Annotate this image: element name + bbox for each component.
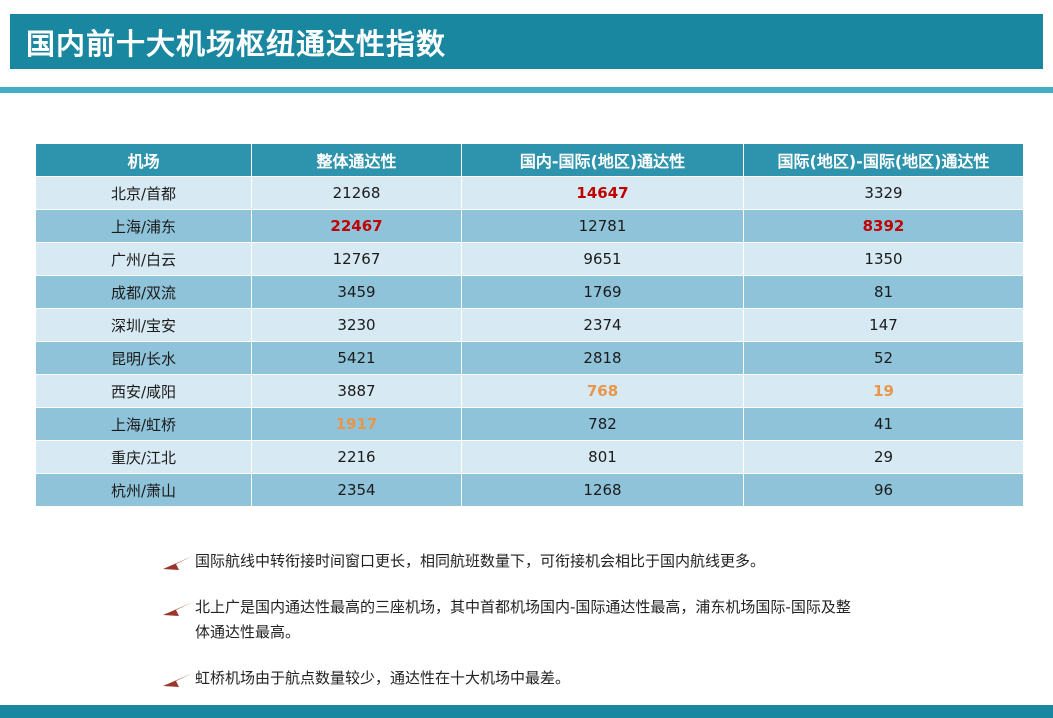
value-cell: 12781 — [461, 209, 744, 243]
airport-name-cell: 重庆/江北 — [35, 440, 252, 474]
table-body: 北京/首都 21268 14647 3329 上海/浦东 22467 12781 8392 广州… — [35, 176, 1024, 507]
bullet-text: 国际航线中转衔接时间窗口更长，相同航班数量下，可衔接机会相比于国内航线更多。 — [195, 552, 766, 570]
value-cell: 19 — [743, 374, 1024, 408]
value-cell: 8392 — [743, 209, 1024, 243]
airport-name-cell: 昆明/长水 — [35, 341, 252, 375]
value-cell: 2374 — [461, 308, 744, 342]
value-cell: 41 — [743, 407, 1024, 441]
value-cell: 1350 — [743, 242, 1024, 276]
table-row: 杭州/萧山 2354 1268 96 — [35, 473, 1024, 507]
value-cell: 2354 — [251, 473, 462, 507]
value-cell: 147 — [743, 308, 1024, 342]
value-cell: 768 — [461, 374, 744, 408]
connectivity-table: 机场 整体通达性 国内-国际(地区)通达性 国际(地区)-国际(地区)通达性 北京/首… — [35, 143, 1024, 507]
table-row: 上海/浦东 22467 12781 8392 — [35, 209, 1024, 243]
value-cell: 1268 — [461, 473, 744, 507]
value-cell: 3459 — [251, 275, 462, 309]
table-row: 重庆/江北 2216 801 29 — [35, 440, 1024, 474]
table-header-cell: 整体通达性 — [251, 143, 462, 177]
value-cell: 14647 — [461, 176, 744, 210]
table-row: 广州/白云 12767 9651 1350 — [35, 242, 1024, 276]
value-cell: 2818 — [461, 341, 744, 375]
value-cell: 1769 — [461, 275, 744, 309]
airport-name-cell: 广州/白云 — [35, 242, 252, 276]
value-cell: 1917 — [251, 407, 462, 441]
arrow-icon — [163, 600, 195, 618]
airport-name-cell: 西安/咸阳 — [35, 374, 252, 408]
table-header-cell: 国内-国际(地区)通达性 — [461, 143, 744, 177]
value-cell: 782 — [461, 407, 744, 441]
bullet-item: 北上广是国内通达性最高的三座机场，其中首都机场国内-国际通达性最高，浦东机场国际… — [163, 595, 883, 645]
value-cell: 52 — [743, 341, 1024, 375]
value-cell: 29 — [743, 440, 1024, 474]
value-cell: 81 — [743, 275, 1024, 309]
bullet-text: 虹桥机场由于航点数量较少，通达性在十大机场中最差。 — [195, 669, 571, 687]
table-row: 深圳/宝安 3230 2374 147 — [35, 308, 1024, 342]
arrow-icon — [163, 554, 195, 572]
bullet-text: 北上广是国内通达性最高的三座机场，其中首都机场国内-国际通达性最高，浦东机场国际… — [195, 598, 851, 641]
table-header-row: 机场 整体通达性 国内-国际(地区)通达性 国际(地区)-国际(地区)通达性 — [35, 143, 1024, 177]
value-cell: 3887 — [251, 374, 462, 408]
airport-name-cell: 上海/虹桥 — [35, 407, 252, 441]
arrow-icon — [163, 671, 195, 689]
airport-name-cell: 成都/双流 — [35, 275, 252, 309]
table-header-cell: 国际(地区)-国际(地区)通达性 — [743, 143, 1024, 177]
bullet-list: 国际航线中转衔接时间窗口更长，相同航班数量下，可衔接机会相比于国内航线更多。 北… — [163, 549, 883, 712]
bullet-item: 国际航线中转衔接时间窗口更长，相同航班数量下，可衔接机会相比于国内航线更多。 — [163, 549, 883, 574]
airport-name-cell: 上海/浦东 — [35, 209, 252, 243]
airport-name-cell: 杭州/萧山 — [35, 473, 252, 507]
table-row: 北京/首都 21268 14647 3329 — [35, 176, 1024, 210]
value-cell: 801 — [461, 440, 744, 474]
page-title: 国内前十大机场枢纽通达性指数 — [26, 26, 447, 61]
table-row: 成都/双流 3459 1769 81 — [35, 275, 1024, 309]
value-cell: 3329 — [743, 176, 1024, 210]
value-cell: 5421 — [251, 341, 462, 375]
table-row: 昆明/长水 5421 2818 52 — [35, 341, 1024, 375]
bullet-item: 虹桥机场由于航点数量较少，通达性在十大机场中最差。 — [163, 666, 883, 691]
table-header-cell: 机场 — [35, 143, 252, 177]
value-cell: 3230 — [251, 308, 462, 342]
value-cell: 21268 — [251, 176, 462, 210]
airport-name-cell: 深圳/宝安 — [35, 308, 252, 342]
value-cell: 2216 — [251, 440, 462, 474]
value-cell: 96 — [743, 473, 1024, 507]
bottom-bar — [0, 705, 1053, 718]
value-cell: 9651 — [461, 242, 744, 276]
table-row: 上海/虹桥 1917 782 41 — [35, 407, 1024, 441]
title-bar: 国内前十大机场枢纽通达性指数 — [10, 14, 1043, 69]
value-cell: 12767 — [251, 242, 462, 276]
table-row: 西安/咸阳 3887 768 19 — [35, 374, 1024, 408]
value-cell: 22467 — [251, 209, 462, 243]
accent-line — [0, 87, 1053, 93]
airport-name-cell: 北京/首都 — [35, 176, 252, 210]
